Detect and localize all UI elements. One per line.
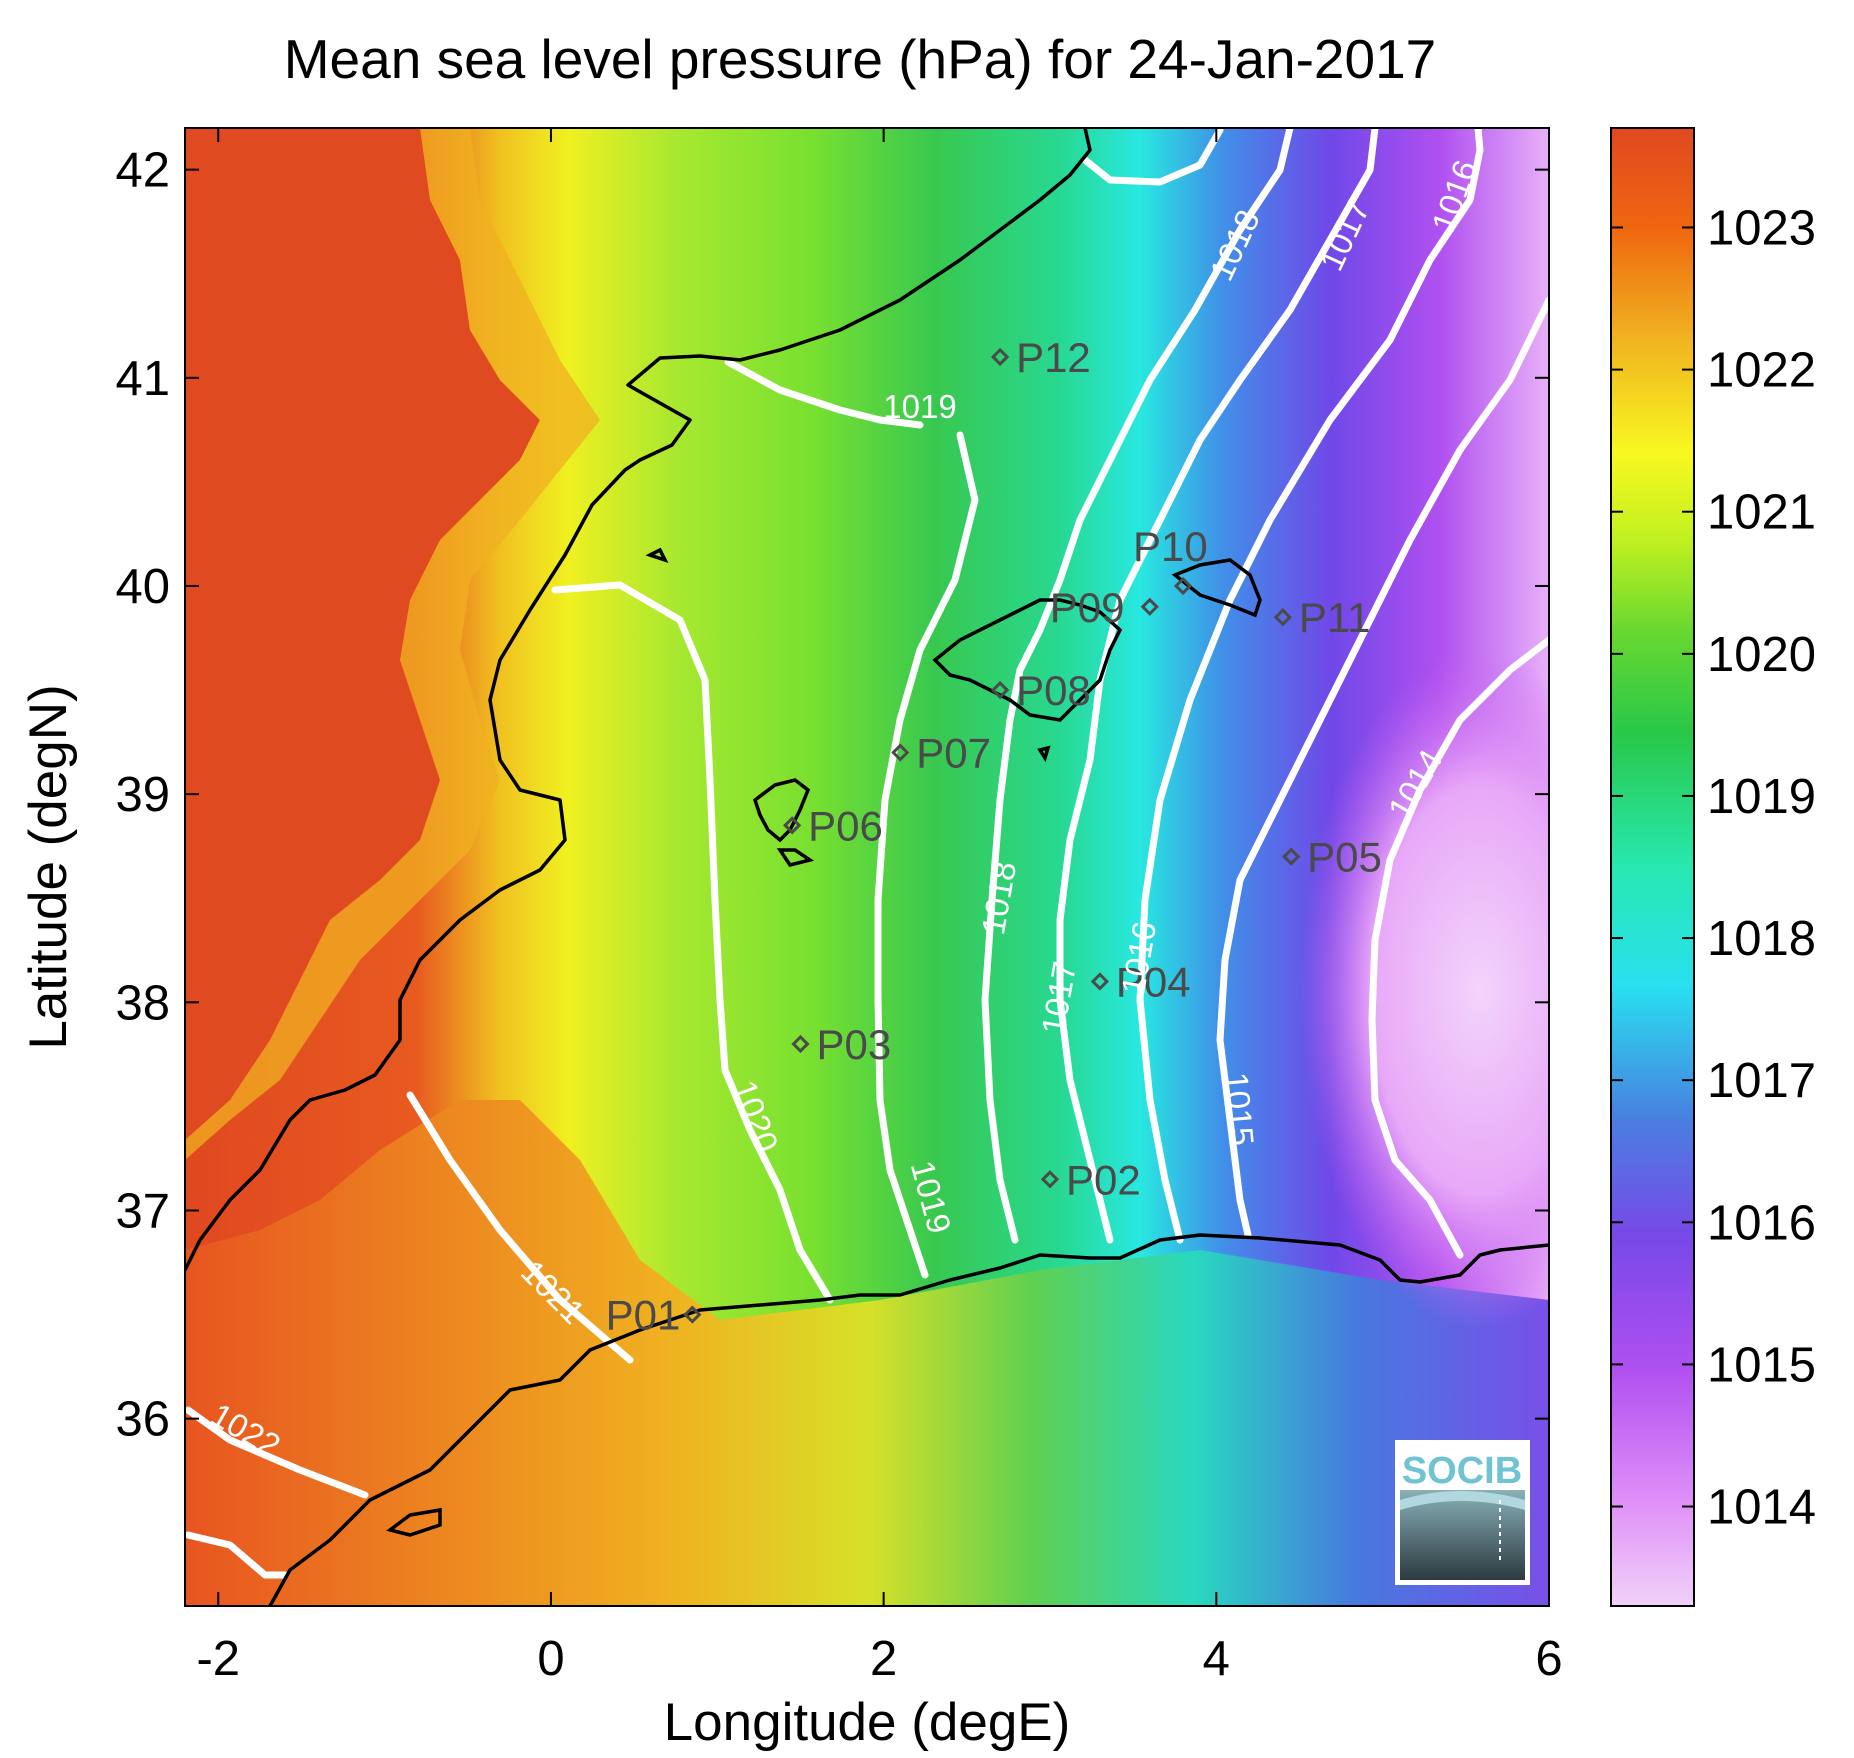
station-p03: P03: [791, 1021, 891, 1068]
x-tick-label: 0: [537, 1632, 564, 1686]
station-p01: P01: [606, 1292, 702, 1339]
chart-title: Mean sea level pressure (hPa) for 24-Jan…: [284, 28, 1437, 90]
y-tick-label: 36: [115, 1393, 170, 1447]
station-p02: P02: [1040, 1156, 1141, 1203]
contour-1019-north: [724, 358, 924, 429]
colorbar-tick-label: 1018: [1707, 912, 1816, 966]
station-label: P10: [1133, 523, 1208, 570]
station-label: P12: [1016, 334, 1091, 381]
island-menorca: [1171, 558, 1262, 618]
island-mallorca: [932, 598, 1123, 722]
colorbar-tick-label: 1016: [1707, 1196, 1816, 1250]
coastlines: [185, 128, 1549, 1606]
low-pressure-centre: [1300, 650, 1549, 1330]
station-p04: P04: [1090, 958, 1191, 1005]
y-tick-label: 42: [115, 144, 170, 198]
station-p09: P09: [1050, 584, 1159, 631]
y-tick-label: 38: [115, 976, 170, 1030]
contour-label-1019: 1019: [883, 388, 956, 425]
contour-1020-north: [1081, 128, 1224, 186]
station-p06: P06: [783, 802, 883, 849]
station-label: P05: [1307, 834, 1382, 881]
island-alboran: [386, 1507, 442, 1537]
station-marker: [990, 680, 1010, 700]
x-tick-label: 4: [1203, 1632, 1230, 1686]
station-marker: [1040, 1170, 1060, 1189]
colorbar-tick-label: 1021: [1707, 486, 1816, 540]
station-marker: [1140, 597, 1159, 616]
x-tick-label: -2: [196, 1632, 240, 1686]
station-label: P08: [1016, 667, 1091, 714]
contour-1022-a: [185, 1406, 369, 1499]
x-tick-label: 2: [870, 1632, 897, 1686]
station-label: P11: [1299, 594, 1371, 641]
y-tick-label: 40: [115, 560, 170, 614]
colorbar-tick-label: 1022: [1707, 344, 1816, 398]
x-tick-label: 6: [1535, 1632, 1562, 1686]
contour-1021: [406, 1091, 634, 1364]
iberian-coast: [185, 128, 1092, 1271]
colorbar-tick-label: 1014: [1707, 1481, 1816, 1535]
y-axis-label: Latitude (degN): [19, 684, 78, 1049]
station-label: P04: [1116, 958, 1191, 1005]
station-marker: [1282, 847, 1301, 866]
colorbar-gradient: [1610, 127, 1695, 1607]
contour-1015: [1216, 296, 1549, 1239]
contour-label-1015: 1015: [1218, 1071, 1261, 1147]
station-label: P06: [808, 802, 883, 849]
station-p11: P11: [1273, 594, 1371, 641]
station-p07: P07: [891, 730, 991, 777]
y-tick-label: 39: [115, 768, 170, 822]
station-p10: P10: [1133, 523, 1208, 596]
x-axis-label: Longitude (degE): [664, 1693, 1071, 1752]
colorbar-tick-label: 1015: [1707, 1338, 1816, 1392]
x-axis: -2 0 2 4 6: [196, 128, 1563, 1686]
contour-1016: [1136, 128, 1484, 1244]
contour-1014: [1368, 636, 1549, 1259]
plot-frame: [184, 127, 1550, 1607]
island-formentera: [776, 848, 815, 867]
station-marker: [891, 743, 910, 762]
colorbar-tick-label: 1023: [1707, 201, 1816, 255]
island-columbretes: [645, 547, 669, 563]
colorbar-tick-label: 1017: [1707, 1054, 1816, 1108]
station-marker: [791, 1034, 810, 1054]
station-marker: [1173, 576, 1193, 596]
socib-logo-text: SOCIB: [1402, 1450, 1522, 1492]
contour-1022-b: [185, 1531, 289, 1579]
contour-1020: [551, 581, 834, 1304]
north-african-coast: [268, 1233, 1549, 1606]
contour-lines: [185, 128, 1549, 1579]
station-p12: P12: [990, 334, 1091, 381]
contour-1017: [1056, 128, 1379, 1244]
colorbar-ticks: 1014 1015 1016 1017 1018 1019 1020 1021 1022 1023: [1611, 201, 1816, 1535]
contour-1019: [874, 431, 979, 1279]
contour-1018: [981, 128, 1294, 1244]
station-label: P07: [916, 730, 991, 777]
southern-land-field: [185, 1100, 1549, 1606]
y-tick-label: 41: [115, 352, 170, 406]
station-label: P02: [1066, 1156, 1141, 1203]
y-tick-label: 37: [115, 1184, 170, 1238]
station-marker: [990, 347, 1010, 367]
colorbar-tick-label: 1019: [1707, 770, 1816, 824]
island-cabrera: [1037, 745, 1051, 763]
station-label: P01: [606, 1292, 681, 1339]
station-label: P09: [1050, 584, 1125, 631]
y-axis: 36 37 38 39 40 41 42: [115, 144, 1549, 1447]
station-marker: [1273, 608, 1292, 627]
station-marker: [683, 1305, 702, 1324]
station-label: P03: [816, 1021, 891, 1068]
socib-logo: SOCIB: [1395, 1440, 1530, 1585]
station-marker: [1090, 972, 1110, 991]
station-p08: P08: [990, 667, 1091, 714]
station-marker: [783, 816, 802, 835]
station-p05: P05: [1282, 834, 1382, 881]
colorbar-tick-label: 1020: [1707, 628, 1816, 682]
colorbar: 1014 1015 1016 1017 1018 1019 1020 1021 1022 1023: [1610, 127, 1816, 1607]
high-pressure-zone: [185, 128, 540, 1140]
